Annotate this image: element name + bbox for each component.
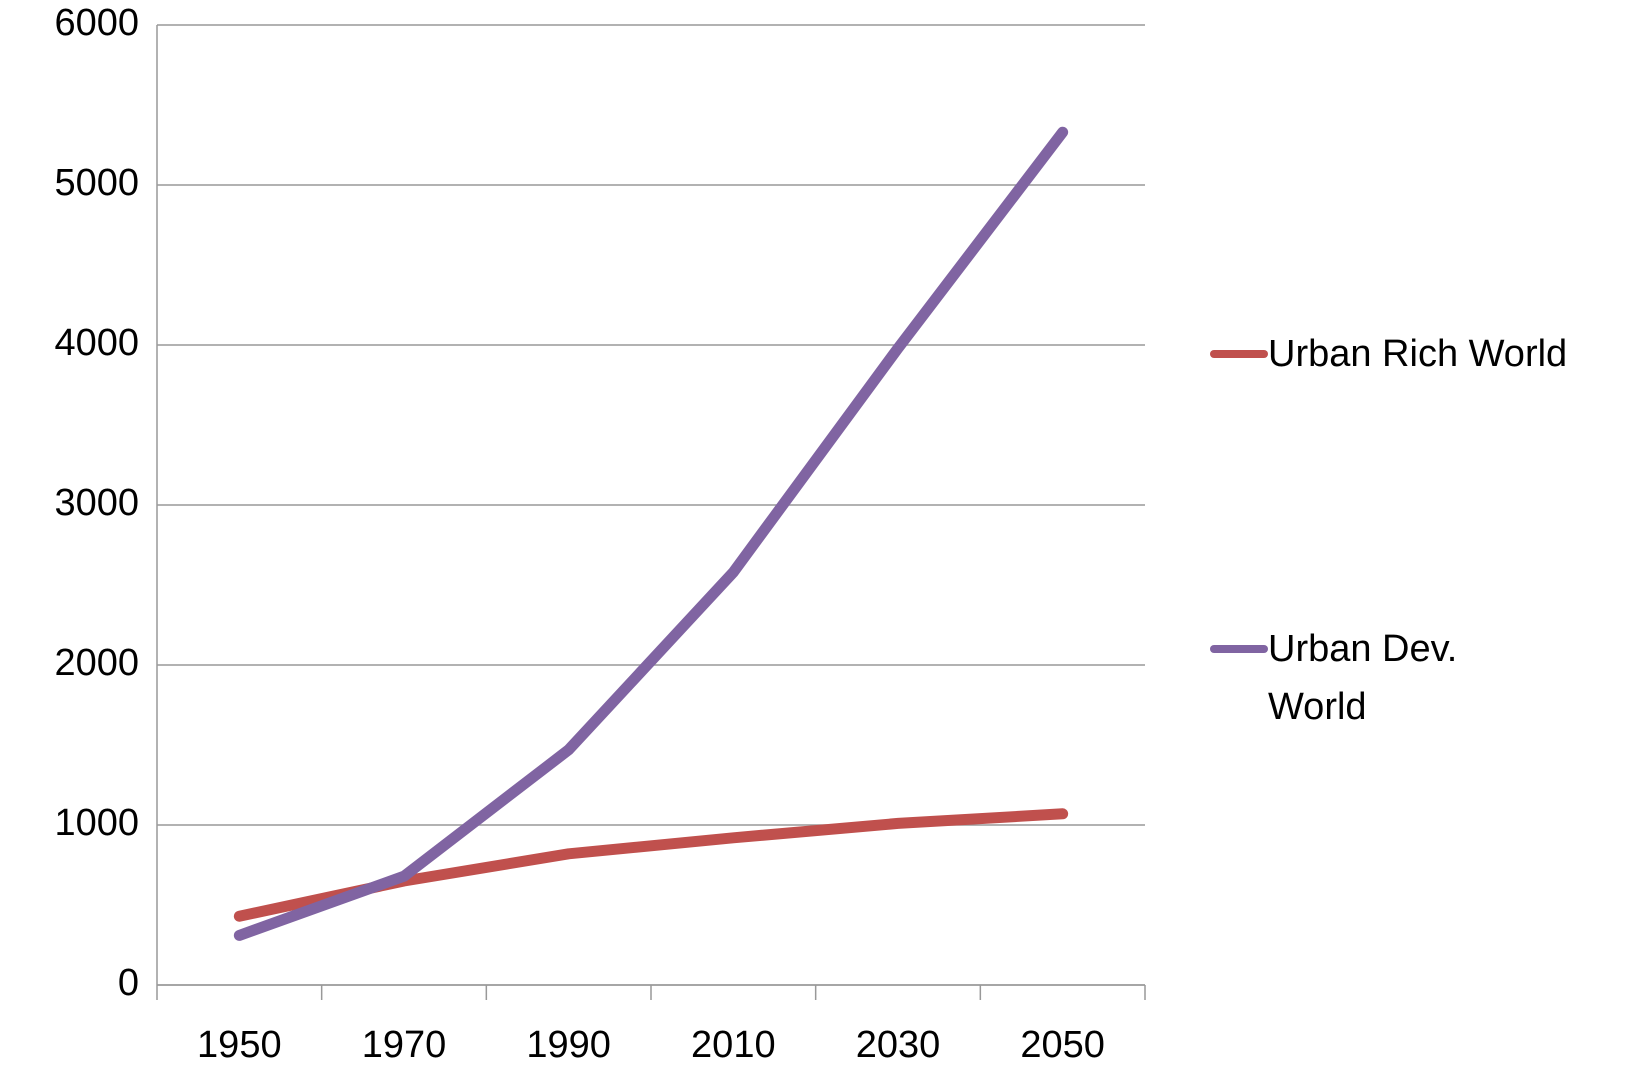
y-tick-label: 3000 xyxy=(54,482,139,524)
x-tick-label: 1970 xyxy=(362,1024,447,1066)
x-tick-label: 1950 xyxy=(197,1024,282,1066)
y-tick-label: 1000 xyxy=(54,802,139,844)
x-tick-label: 2010 xyxy=(691,1024,776,1066)
x-tick-label: 2030 xyxy=(856,1024,941,1066)
legend-swatch xyxy=(1210,350,1268,358)
legend-item: Urban Rich World xyxy=(1210,325,1630,383)
y-tick-label: 2000 xyxy=(54,642,139,684)
x-tick-label: 2050 xyxy=(1020,1024,1105,1066)
x-tick-label: 1990 xyxy=(526,1024,611,1066)
legend-label: Urban Dev. World xyxy=(1268,628,1458,728)
legend-label: Urban Rich World xyxy=(1268,333,1568,375)
y-tick-label: 4000 xyxy=(54,322,139,364)
line-series xyxy=(233,126,1069,941)
legend-item: Urban Dev. World xyxy=(1210,620,1630,736)
legend-swatch xyxy=(1210,645,1268,653)
y-tick-label: 6000 xyxy=(54,2,139,44)
line-series xyxy=(233,808,1069,922)
y-tick-label: 0 xyxy=(118,962,139,1004)
y-tick-label: 5000 xyxy=(54,162,139,204)
